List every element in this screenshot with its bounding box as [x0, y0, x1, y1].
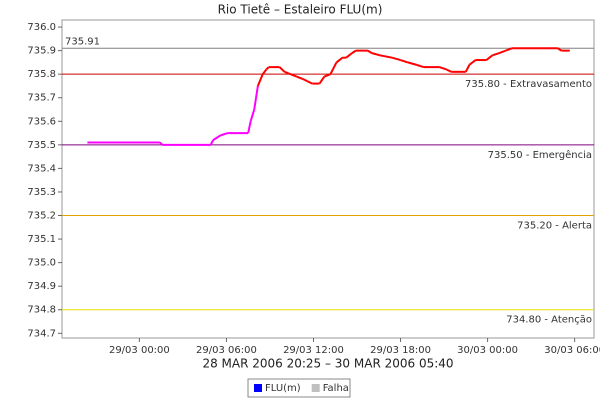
legend-swatch [254, 384, 262, 392]
line-segment [391, 56, 401, 62]
y-tick-label: 735.2 [27, 211, 56, 222]
line-segment [407, 61, 417, 66]
line-segment [446, 68, 452, 73]
line-segment [212, 134, 221, 141]
line-segment [247, 121, 252, 134]
line-segment [400, 59, 409, 64]
line-segment [302, 77, 308, 83]
threshold-label: 735.80 - Extravasamento [465, 79, 592, 90]
y-tick-label: 734.8 [27, 305, 56, 316]
x-tick-label: 29/03 00:00 [109, 345, 170, 356]
line-segment [290, 73, 297, 78]
line-segment [371, 52, 381, 57]
y-tick-label: 735.9 [27, 46, 56, 57]
y-tick-label: 734.7 [27, 328, 56, 339]
chart-title: Rio Tietê – Estaleiro FLU(m) [218, 3, 383, 17]
line-segment [307, 80, 313, 85]
line-segment [261, 68, 268, 75]
x-tick-label: 29/03 18:00 [370, 345, 431, 356]
line-segment [278, 66, 286, 73]
line-segment [345, 52, 353, 59]
line-segment [249, 109, 256, 122]
threshold-label: 735.50 - Emergência [488, 149, 592, 161]
y-tick-label: 735.5 [27, 140, 56, 151]
line-segment [438, 66, 447, 71]
line-segment [209, 139, 215, 146]
legend-label: Falha [323, 383, 349, 394]
legend-label: FLU(m) [265, 383, 301, 394]
line-segment [379, 54, 393, 59]
legend-swatch [311, 384, 320, 392]
threshold-label: 735.91 [65, 36, 100, 47]
line-segment [265, 66, 270, 71]
y-tick-label: 736.0 [27, 22, 56, 33]
line-segment [256, 73, 264, 87]
threshold-label: 735.20 - Alerta [517, 221, 592, 232]
y-tick-label: 735.6 [27, 116, 56, 127]
line-segment [284, 70, 291, 76]
x-tick-label: 29/03 06:00 [196, 345, 257, 356]
line-segment [557, 47, 562, 52]
line-segment [505, 47, 513, 52]
x-tick-label: 30/03 06:00 [544, 345, 600, 356]
line-segment [415, 63, 424, 69]
y-tick-label: 735.4 [27, 163, 56, 174]
y-tick-label: 735.3 [27, 187, 56, 198]
legend-box [247, 378, 351, 398]
y-tick-label: 735.8 [27, 69, 56, 80]
line-segment [253, 85, 259, 110]
line-segment [468, 59, 477, 66]
line-segment [485, 54, 494, 61]
line-segment [335, 56, 344, 64]
threshold-label: 734.80 - Atenção [506, 315, 592, 326]
line-segment [492, 52, 500, 57]
line-segment [324, 73, 331, 78]
x-tick-label: 29/03 12:00 [283, 345, 344, 356]
line-segment [499, 49, 507, 54]
y-tick-label: 734.9 [27, 281, 56, 292]
line-segment [159, 141, 164, 146]
y-tick-label: 735.7 [27, 93, 56, 104]
y-tick-label: 735.0 [27, 258, 56, 269]
line-segment [367, 49, 373, 54]
line-segment [296, 75, 303, 80]
x-axis-label: 28 MAR 2006 20:25 – 30 MAR 2006 05:40 [202, 357, 453, 371]
y-tick-label: 735.1 [27, 234, 56, 245]
line-segment [351, 49, 357, 54]
line-segment [318, 75, 326, 85]
line-segment [329, 61, 338, 75]
plot-area [61, 19, 595, 339]
line-segment [220, 132, 228, 137]
line-segment [464, 64, 471, 73]
x-tick-label: 30/03 00:00 [457, 345, 518, 356]
